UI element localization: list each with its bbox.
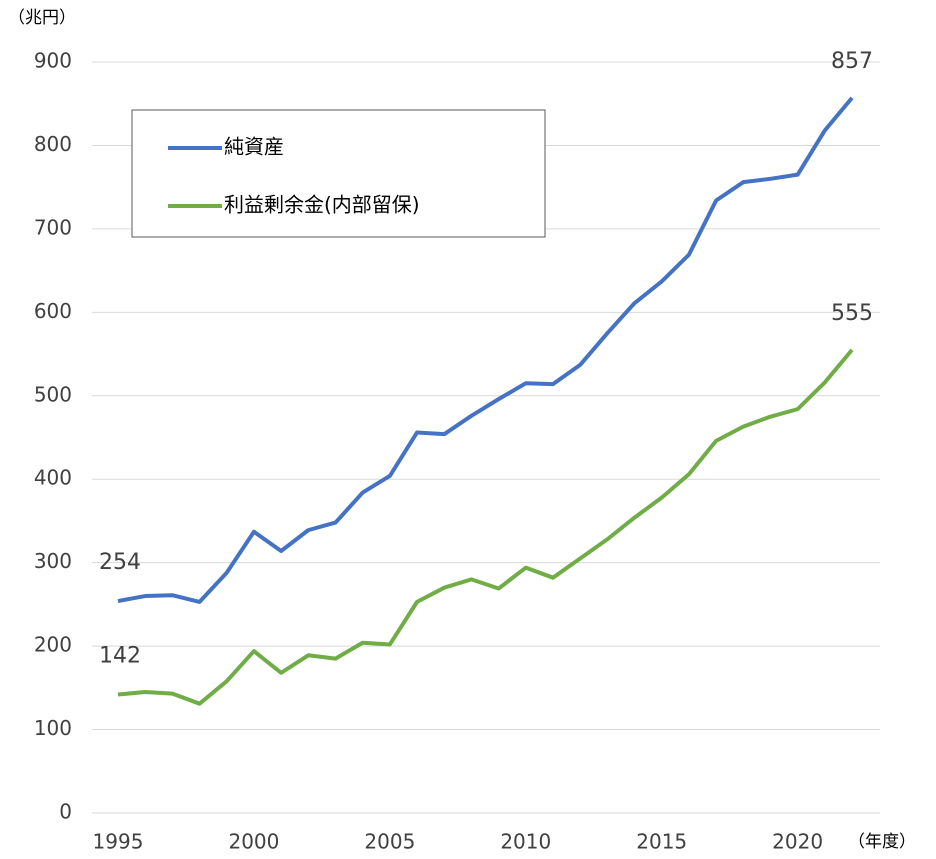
y-tick-label: 800 xyxy=(34,132,72,156)
legend-label: 純資産 xyxy=(224,135,284,159)
y-tick-label: 400 xyxy=(34,466,72,490)
x-tick-label: 2000 xyxy=(228,830,279,854)
y-tick-label: 600 xyxy=(34,299,72,323)
y-axis-label: （兆円） xyxy=(8,8,76,28)
data-label: 254 xyxy=(99,550,141,575)
y-tick-label: 500 xyxy=(34,382,72,406)
x-tick-label: 2020 xyxy=(772,830,823,854)
x-tick-label: 1995 xyxy=(93,830,144,854)
data-label: 857 xyxy=(831,49,873,74)
x-tick-label: 2015 xyxy=(636,830,687,854)
line-series xyxy=(117,348,854,706)
legend-label: 利益剰余金(内部留保) xyxy=(224,193,420,217)
data-label: 142 xyxy=(99,644,141,669)
x-axis-label: （年度） xyxy=(848,832,916,852)
y-tick-label: 300 xyxy=(34,549,72,573)
x-tick-label: 2010 xyxy=(500,830,551,854)
y-tick-label: 700 xyxy=(34,215,72,239)
x-tick-label: 2005 xyxy=(364,830,415,854)
line-series xyxy=(117,96,854,604)
y-tick-label: 900 xyxy=(34,49,72,73)
legend-box xyxy=(131,109,546,238)
y-tick-label: 100 xyxy=(34,716,72,740)
y-tick-label: 200 xyxy=(34,633,72,657)
data-label: 555 xyxy=(831,301,873,326)
y-tick-label: 0 xyxy=(59,800,72,824)
